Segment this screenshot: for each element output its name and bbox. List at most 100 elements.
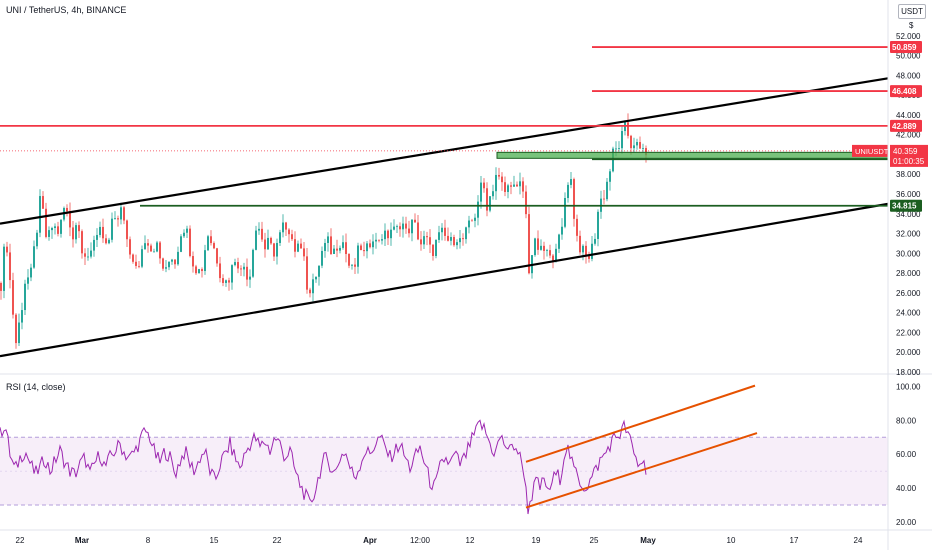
candle-body [213,243,215,249]
candle-body [141,249,143,267]
candle-body [492,191,494,197]
support-zone[interactable] [496,151,889,159]
rsi-tick-label: 20.00 [896,518,917,527]
candle-body [384,230,386,240]
candle-body [36,232,38,247]
candle-body [471,220,473,222]
candle-body [354,264,356,267]
currency-unit-button[interactable]: USDT [898,4,926,19]
candle-body [567,184,569,198]
candle-body [180,236,182,252]
candle-body [90,250,92,257]
candle-body [171,259,173,262]
candle-body [570,179,572,185]
candle-body [405,223,407,229]
candle-body [519,181,521,187]
candle-body [12,280,14,315]
candle-body [309,289,311,294]
candle-body [216,248,218,264]
candle-body [150,245,152,252]
candle-body [291,234,293,240]
candle-body [429,237,431,245]
candle-body [75,225,77,240]
level-price-tag-label: 34.815 [892,202,917,211]
candle-body [252,249,254,277]
candle-body [498,174,500,177]
rsi-pane [0,384,888,515]
candle-body [333,248,335,254]
candle-body [582,245,584,253]
candle-body [342,242,344,248]
time-tick-label: 25 [590,536,599,545]
level-price-tag-label: 50.859 [892,43,917,52]
candle-body [294,239,296,252]
rsi-band [0,437,888,505]
candle-body [312,279,314,294]
candle-body [441,227,443,233]
candle-body [0,283,2,291]
price-tick-label: 22.000 [896,328,921,337]
rsi-tick-label: 100.00 [896,382,921,391]
rsi-trend-upper[interactable] [525,384,756,463]
candle-body [282,222,284,233]
candle-body [573,179,575,219]
candle-body [594,238,596,244]
candle-body [555,248,557,262]
time-tick-label: 17 [790,536,799,545]
time-tick-label: 19 [532,536,541,545]
candle-body [447,235,449,241]
candle-body [435,239,437,256]
candle-body [372,241,374,248]
candle-body [408,228,410,234]
price-tick-label: 42.000 [896,131,921,140]
candle-body [564,197,566,227]
candle-body [108,239,110,244]
currency-symbol: $ [909,21,914,30]
candle-body [336,248,338,251]
candle-body [192,256,194,267]
level-price-tag [890,119,922,132]
candle-body [459,238,461,243]
candle-body [42,196,44,209]
candle-body [621,131,623,149]
time-tick-label: Mar [75,536,89,545]
candle-body [438,232,440,240]
candle-body [156,242,158,252]
time-tick-label: 12:00 [410,536,431,545]
channel-lower-line[interactable] [0,202,889,358]
candle-body [144,243,146,250]
candle-body [516,184,518,187]
candle-body [24,283,26,311]
candle-body [39,196,41,233]
candle-body [222,278,224,283]
candle-body [69,211,71,228]
candle-body [489,196,491,211]
candle-body [225,280,227,283]
candle-body [240,268,242,270]
rsi-title: RSI (14, close) [6,382,66,392]
candle-body [249,276,251,280]
candle-body [411,219,413,234]
candle-body [276,242,278,257]
candle-body [606,181,608,200]
candle-body [360,245,362,251]
candle-body [486,188,488,211]
candle-body [327,236,329,243]
level-price-tag [890,41,922,54]
candle-body [81,231,83,254]
candle-body [231,265,233,283]
candle-body [351,264,353,266]
price-tick-label: 48.000 [896,71,921,80]
candle-body [54,226,56,229]
candle-body [303,248,305,257]
candle-body [300,243,302,249]
candle-body [159,242,161,259]
candle-body [189,228,191,257]
level-price-tag [890,85,922,98]
candle-body [456,242,458,246]
rsi-trend-lower[interactable] [525,432,758,509]
candle-body [366,243,368,252]
candle-body [381,239,383,241]
candle-body [495,174,497,192]
